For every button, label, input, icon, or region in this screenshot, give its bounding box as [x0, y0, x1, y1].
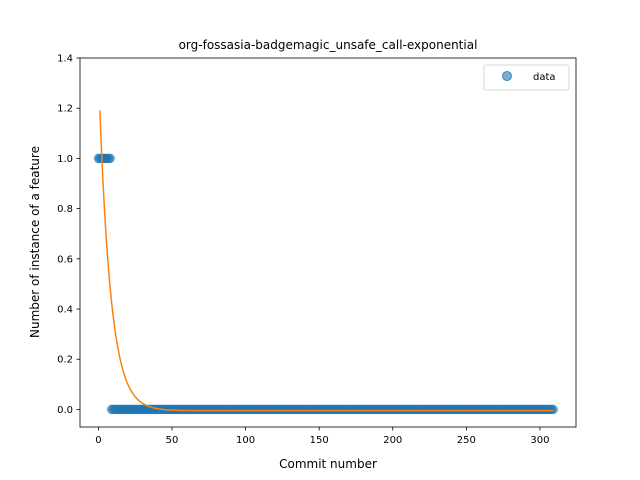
y-axis: 0.0 0.2 0.4 0.6 0.8 1.0 1.2 1.4 — [57, 54, 80, 416]
x-tick-label: 200 — [383, 435, 402, 446]
chart-title: org-fossasia-badgemagic_unsafe_call-expo… — [179, 38, 478, 52]
y-tick-label: 0.0 — [57, 405, 73, 416]
y-tick-label: 1.0 — [57, 154, 73, 165]
fit-line — [99, 110, 554, 412]
x-tick-label: 250 — [457, 435, 476, 446]
plot-frame — [79, 57, 577, 428]
y-tick-label: 0.4 — [57, 305, 73, 316]
plot-background — [80, 58, 576, 427]
legend-label-data: data — [533, 72, 556, 83]
y-tick-label: 0.2 — [57, 355, 73, 366]
y-tick-label: 0.8 — [57, 204, 73, 215]
x-axis: 0 50 100 150 200 250 300 — [95, 427, 549, 446]
x-tick-label: 50 — [166, 435, 179, 446]
x-tick-label: 100 — [236, 435, 255, 446]
series-layer — [93, 110, 558, 415]
data-point — [548, 404, 558, 415]
y-tick-label: 1.2 — [57, 104, 73, 115]
plot-area — [79, 57, 577, 428]
x-tick-label: 150 — [310, 435, 329, 446]
y-tick-label: 0.6 — [57, 254, 73, 265]
legend-marker-data — [502, 71, 512, 81]
x-tick-label: 300 — [530, 435, 549, 446]
x-tick-label: 0 — [95, 435, 101, 446]
y-axis-label: Number of instance of a feature — [28, 146, 42, 338]
legend-box — [483, 64, 570, 91]
data-point — [105, 153, 115, 164]
x-axis-label: Commit number — [279, 457, 377, 471]
legend: data — [483, 64, 570, 91]
y-tick-label: 1.4 — [57, 54, 73, 65]
